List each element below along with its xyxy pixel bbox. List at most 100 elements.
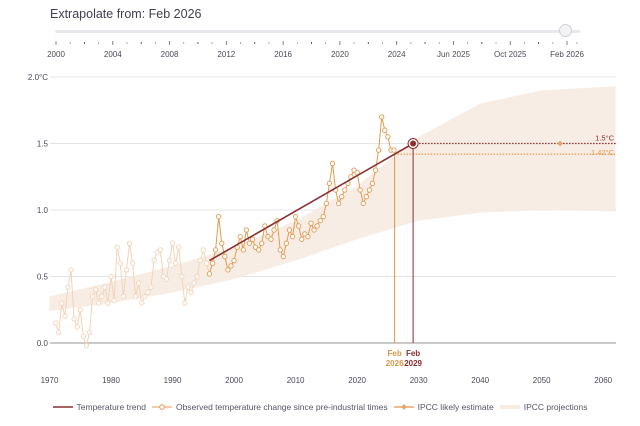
- extrapolation-slider-track[interactable]: [55, 30, 580, 33]
- observed-point: [169, 240, 176, 246]
- observed-point: [182, 300, 188, 306]
- observed-point: [299, 236, 305, 242]
- line-icon: [52, 406, 73, 408]
- observed-point: [77, 307, 83, 313]
- observed-point: [225, 267, 231, 273]
- observed-point: [96, 300, 102, 306]
- observed-point: [339, 194, 345, 200]
- observed-point: [136, 280, 142, 286]
- observed-point: [296, 223, 302, 229]
- x-tick-label: 2040: [471, 376, 489, 385]
- observed-point: [369, 180, 376, 187]
- ipcc-likely-marker: [557, 140, 563, 147]
- observed-point: [65, 284, 71, 290]
- legend-item-observed[interactable]: Observed temperature change since pre-in…: [151, 402, 388, 412]
- observed-point: [283, 240, 290, 246]
- slider-tick-label: 2008: [161, 50, 179, 59]
- observed-point: [305, 233, 311, 240]
- observed-point: [237, 233, 243, 240]
- observed-point: [385, 134, 391, 140]
- legend-item-trend[interactable]: Temperature trend: [52, 402, 146, 412]
- x-tick-label: 2010: [287, 376, 305, 385]
- observed-point: [80, 333, 86, 339]
- observed-point: [326, 180, 333, 187]
- observed-point: [157, 247, 163, 253]
- observed-point: [240, 247, 246, 253]
- slider-ticks: 2000 2004 2008 2012 2016 2020 2024 Jun 2025 Oct …: [47, 41, 584, 59]
- slider-tick-label: 2004: [104, 50, 122, 59]
- observed-point: [188, 289, 194, 296]
- observed-point: [59, 300, 65, 306]
- observed-point: [163, 276, 170, 282]
- observed-point: [216, 213, 222, 220]
- y-tick-label: 1.0: [37, 206, 49, 215]
- extrapolation-slider-thumb[interactable]: [559, 24, 572, 37]
- slider-title: Extrapolate from: Feb 2026: [50, 7, 202, 21]
- legend-item-ipcc-likely[interactable]: IPCC likely estimate: [393, 402, 494, 412]
- slider-tick-label: Feb 2026: [550, 50, 584, 59]
- observed-point: [277, 247, 283, 253]
- legend-label: IPCC projections: [523, 402, 588, 412]
- observed-point: [56, 329, 62, 336]
- observed-point: [360, 200, 366, 207]
- x-tick-label: 1990: [164, 376, 182, 385]
- band-icon: [499, 405, 520, 409]
- observed-point: [271, 227, 277, 233]
- slider-tick-label: 2016: [274, 50, 292, 59]
- observed-point: [228, 263, 234, 269]
- observed-point: [120, 293, 126, 300]
- slider-tick-label: Oct 2025: [494, 50, 527, 59]
- line-circle-icon: [151, 404, 172, 410]
- observed-point: [286, 227, 293, 233]
- observed-point: [259, 240, 265, 246]
- observed-point: [280, 253, 286, 260]
- observed-point: [366, 187, 373, 193]
- observed-point: [86, 329, 93, 336]
- observed-point: [83, 343, 90, 349]
- legend: Temperature trend Observed temperature c…: [0, 402, 640, 412]
- temperature-chart: 0.00.51.01.52.0°C1.5°C1.42°CFeb2026Feb20…: [28, 73, 616, 385]
- observed-point: [145, 289, 151, 296]
- trend-line: [209, 142, 414, 262]
- x-tick-label: 2020: [348, 376, 366, 385]
- slider-tick-label: 2020: [331, 50, 349, 59]
- slider-tick-label: 2024: [388, 50, 406, 59]
- observed-point: [323, 200, 329, 207]
- x-tick-label: 2000: [225, 376, 243, 385]
- observed-point: [68, 267, 74, 273]
- observed-point: [148, 284, 154, 290]
- trend-endpoint: [410, 140, 417, 147]
- annotation-label-month: Feb: [388, 349, 402, 358]
- observed-point: [256, 247, 262, 253]
- observed-point: [357, 187, 363, 193]
- y-tick-label: 0.5: [37, 273, 49, 282]
- observed-point: [391, 147, 397, 153]
- ipcc-projection-band: [49, 86, 616, 312]
- observed-point: [317, 217, 323, 224]
- annotation-label-month: Feb: [406, 349, 420, 358]
- observed-point: [249, 236, 256, 242]
- slider-tick-label: Jun 2025: [437, 50, 470, 59]
- observed-point: [206, 271, 213, 277]
- annotation-label-year: 2029: [404, 359, 422, 368]
- slider-tick-label: 2012: [217, 50, 235, 59]
- observed-point: [243, 227, 250, 233]
- observed-point: [382, 127, 388, 133]
- reference-line-label: 1.5°C: [595, 134, 614, 143]
- observed-point: [329, 160, 336, 167]
- observed-point: [268, 236, 274, 242]
- observed-point: [200, 247, 206, 253]
- observed-point: [209, 260, 216, 266]
- observed-point: [151, 257, 157, 264]
- observed-point: [308, 220, 314, 226]
- observed-point: [311, 227, 317, 233]
- observed-point: [105, 300, 111, 306]
- observed-point: [176, 244, 182, 250]
- observed-point: [289, 233, 296, 240]
- observed-point: [142, 293, 148, 300]
- legend-item-ipcc-projections[interactable]: IPCC projections: [499, 402, 588, 412]
- y-tick-label: 0.0: [37, 339, 49, 348]
- observed-point: [53, 320, 59, 326]
- observed-point: [185, 284, 191, 290]
- observed-point: [314, 223, 320, 229]
